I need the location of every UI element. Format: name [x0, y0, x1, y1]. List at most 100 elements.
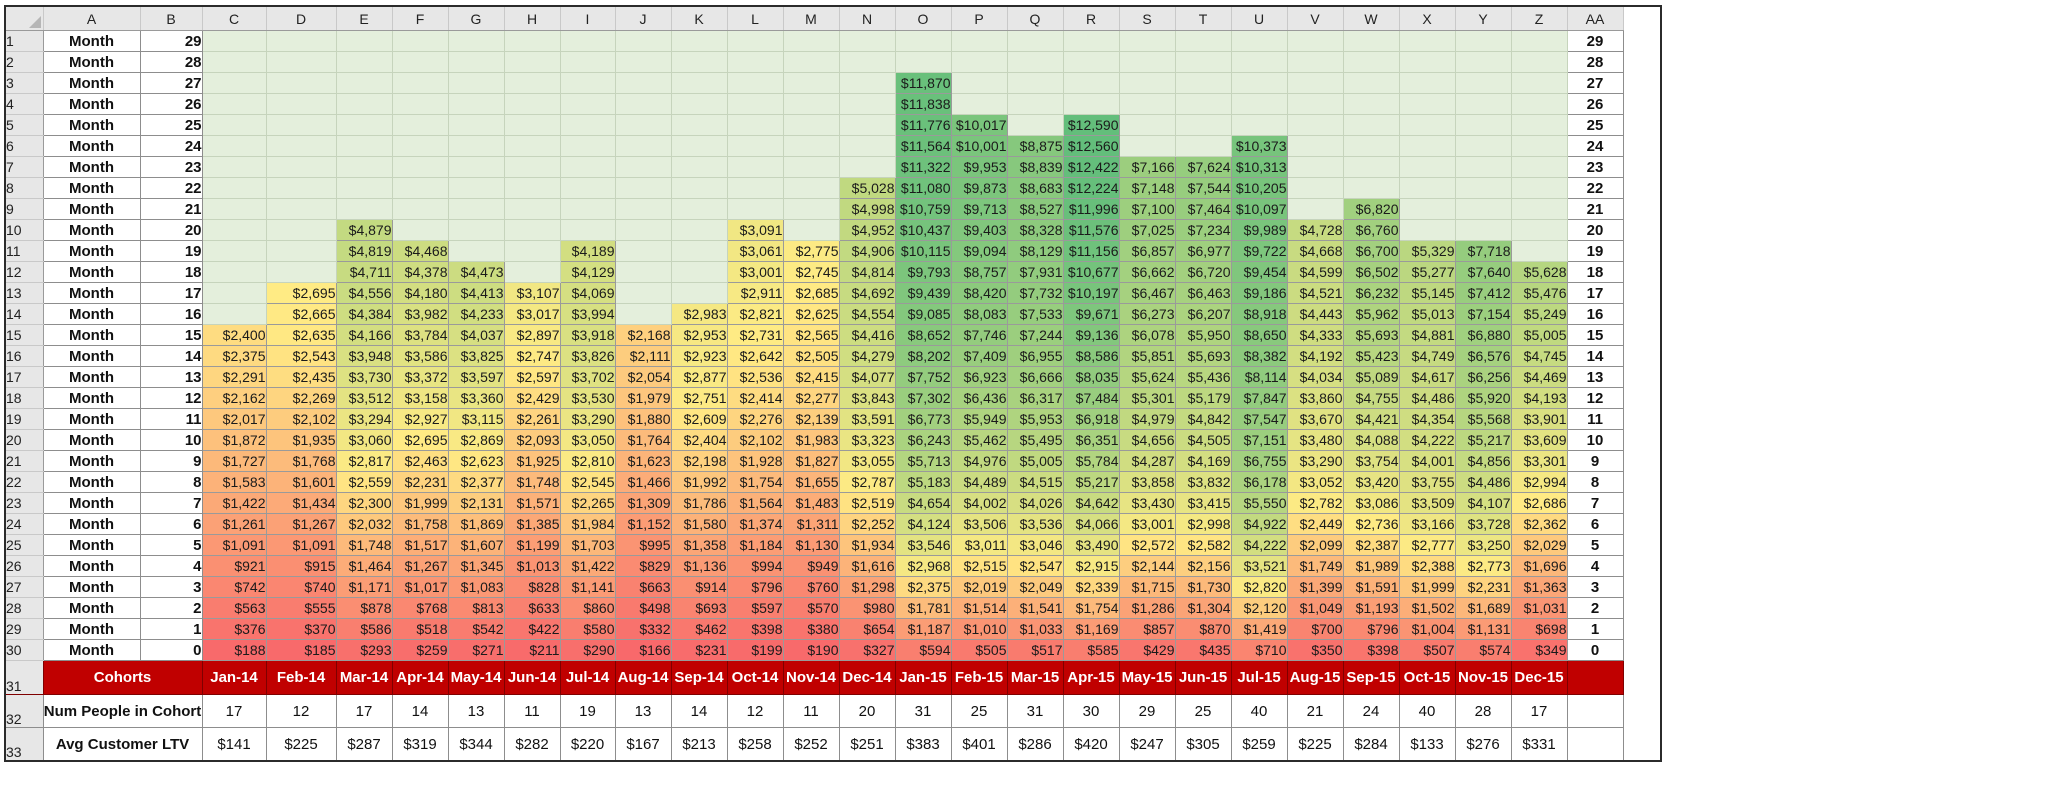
month-number-cell[interactable]: 12	[139, 387, 203, 409]
month-number-cell[interactable]: 26	[139, 93, 203, 115]
month-number-cell[interactable]: 24	[139, 135, 203, 157]
row-header[interactable]: 13	[5, 282, 44, 304]
ltv-value-cell[interactable]: $4,026	[1006, 492, 1064, 514]
ltv-value-cell[interactable]: $4,814	[838, 261, 896, 283]
ltv-value-cell[interactable]: $12,422	[1062, 156, 1120, 178]
ltv-value-cell[interactable]: $498	[614, 597, 672, 619]
ltv-value-cell[interactable]: $5,953	[1006, 408, 1064, 430]
empty-cell[interactable]	[1398, 51, 1456, 73]
empty-cell[interactable]	[1118, 114, 1176, 136]
ltv-value-cell[interactable]: $1,464	[335, 555, 393, 577]
avg-ltv-cell[interactable]: $213	[670, 727, 728, 762]
ltv-value-cell[interactable]: $185	[265, 639, 337, 661]
ltv-value-cell[interactable]: $10,677	[1062, 261, 1120, 283]
ltv-value-cell[interactable]: $1,727	[201, 450, 267, 472]
num-people-cell[interactable]: 17	[1510, 694, 1568, 728]
ltv-value-cell[interactable]: $1,571	[503, 492, 561, 514]
column-header-u[interactable]: U	[1231, 6, 1288, 31]
row-header[interactable]: 6	[5, 135, 44, 157]
ltv-value-cell[interactable]: $332	[614, 618, 672, 640]
ltv-value-cell[interactable]: $8,683	[1006, 177, 1064, 199]
ltv-value-cell[interactable]: $4,469	[1510, 366, 1568, 388]
empty-cell[interactable]	[1510, 30, 1568, 52]
ltv-value-cell[interactable]: $8,035	[1062, 366, 1120, 388]
ltv-value-cell[interactable]: $4,879	[335, 219, 393, 241]
month-label-cell[interactable]: Month	[42, 198, 141, 220]
month-number-mirror-cell[interactable]: 3	[1566, 576, 1624, 598]
row-header[interactable]: 23	[5, 492, 44, 514]
ltv-value-cell[interactable]: $4,384	[335, 303, 393, 325]
empty-cell[interactable]	[447, 177, 505, 199]
ltv-value-cell[interactable]: $9,186	[1230, 282, 1288, 304]
empty-cell[interactable]	[391, 72, 449, 94]
ltv-value-cell[interactable]: $3,086	[1342, 492, 1400, 514]
ltv-value-cell[interactable]: $2,787	[838, 471, 896, 493]
ltv-value-cell[interactable]: $580	[559, 618, 616, 640]
ltv-value-cell[interactable]: $9,873	[950, 177, 1008, 199]
empty-cell[interactable]	[726, 72, 784, 94]
ltv-value-cell[interactable]: $1,483	[782, 492, 840, 514]
month-label-cell[interactable]: Month	[42, 534, 141, 556]
ltv-value-cell[interactable]: $1,623	[614, 450, 672, 472]
ltv-value-cell[interactable]: $2,435	[265, 366, 337, 388]
month-number-cell[interactable]: 28	[139, 51, 203, 73]
ltv-value-cell[interactable]: $5,183	[894, 471, 952, 493]
ltv-value-cell[interactable]: $1,184	[726, 534, 784, 556]
ltv-value-cell[interactable]: $1,730	[1174, 576, 1232, 598]
ltv-value-cell[interactable]: $2,269	[265, 387, 337, 409]
ltv-value-cell[interactable]: $2,773	[1454, 555, 1512, 577]
ltv-value-cell[interactable]: $6,820	[1342, 198, 1400, 220]
ltv-value-cell[interactable]: $11,870	[894, 72, 952, 94]
empty-cell[interactable]	[670, 261, 728, 283]
month-label-cell[interactable]: Month	[42, 282, 141, 304]
ltv-value-cell[interactable]: $5,423	[1342, 345, 1400, 367]
column-header-p[interactable]: P	[951, 6, 1008, 31]
month-number-mirror-cell[interactable]: 18	[1566, 261, 1624, 283]
empty-cell[interactable]	[726, 135, 784, 157]
ltv-value-cell[interactable]: $6,977	[1174, 240, 1232, 262]
avg-ltv-cell[interactable]: $251	[838, 727, 896, 762]
cohort-month-cell[interactable]: Jan-15	[894, 660, 952, 695]
column-header-f[interactable]: F	[392, 6, 449, 31]
month-number-mirror-cell[interactable]: 14	[1566, 345, 1624, 367]
ltv-value-cell[interactable]: $3,521	[1230, 555, 1288, 577]
ltv-value-cell[interactable]: $4,443	[1286, 303, 1344, 325]
ltv-value-cell[interactable]: $2,536	[726, 366, 784, 388]
empty-cell[interactable]	[265, 156, 337, 178]
empty-cell[interactable]	[391, 219, 449, 241]
empty-cell[interactable]	[1454, 177, 1512, 199]
month-number-mirror-cell[interactable]: 28	[1566, 51, 1624, 73]
month-number-mirror-cell[interactable]: 16	[1566, 303, 1624, 325]
ltv-value-cell[interactable]: $8,382	[1230, 345, 1288, 367]
row-header[interactable]: 31	[4, 660, 44, 695]
ltv-value-cell[interactable]: $1,358	[670, 534, 728, 556]
month-number-cell[interactable]: 6	[139, 513, 203, 535]
ltv-value-cell[interactable]: $2,820	[1230, 576, 1288, 598]
empty-cell[interactable]	[782, 177, 840, 199]
ltv-value-cell[interactable]: $2,449	[1286, 513, 1344, 535]
ltv-value-cell[interactable]: $2,339	[1062, 576, 1120, 598]
empty-cell[interactable]	[503, 198, 561, 220]
row-header[interactable]: 30	[5, 639, 44, 661]
month-number-mirror-cell[interactable]: 27	[1566, 72, 1624, 94]
ltv-value-cell[interactable]: $1,655	[782, 471, 840, 493]
empty-cell[interactable]	[726, 51, 784, 73]
ltv-value-cell[interactable]: $8,420	[950, 282, 1008, 304]
column-header-a[interactable]: A	[43, 6, 141, 31]
empty-cell[interactable]	[1342, 156, 1400, 178]
column-header-g[interactable]: G	[448, 6, 505, 31]
empty-cell[interactable]	[1286, 177, 1344, 199]
month-number-cell[interactable]: 4	[139, 555, 203, 577]
row-header[interactable]: 9	[5, 198, 44, 220]
ltv-value-cell[interactable]: $3,843	[838, 387, 896, 409]
row-header[interactable]: 10	[5, 219, 44, 241]
ltv-value-cell[interactable]: $7,544	[1174, 177, 1232, 199]
column-header-j[interactable]: J	[615, 6, 672, 31]
ltv-value-cell[interactable]: $2,545	[559, 471, 616, 493]
num-people-cell[interactable]: 12	[265, 694, 337, 728]
ltv-value-cell[interactable]: $4,505	[1174, 429, 1232, 451]
avg-ltv-cell[interactable]: $276	[1454, 727, 1512, 762]
empty-cell[interactable]	[1006, 114, 1064, 136]
ltv-value-cell[interactable]: $5,784	[1062, 450, 1120, 472]
ltv-value-cell[interactable]: $2,261	[503, 408, 561, 430]
